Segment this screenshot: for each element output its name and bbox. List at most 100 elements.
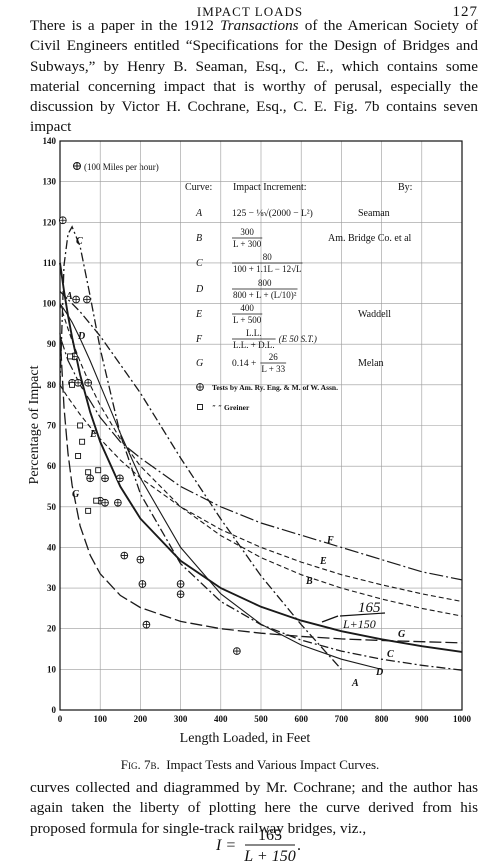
y-tick-label: 70 — [47, 421, 57, 431]
curve — [59, 262, 463, 653]
y-tick-label: 100 — [43, 299, 57, 309]
y-tick-label: 80 — [47, 380, 57, 390]
equation-end: . — [297, 837, 301, 854]
test-point-cross — [143, 621, 150, 629]
test-point-cross — [72, 296, 80, 303]
equation-lhs: I = — [215, 837, 236, 854]
test-point-cross — [74, 379, 82, 387]
curve-label: L+150 — [342, 617, 376, 631]
test-point — [69, 381, 76, 388]
formula-denominator: 100 + 1.1L − 12√L — [233, 264, 302, 274]
test-point-cross — [139, 580, 146, 588]
test-point — [93, 497, 100, 504]
test-point — [79, 438, 86, 445]
table-header: By: — [398, 182, 412, 193]
curve-id: D — [195, 284, 204, 295]
y-tick-label: 60 — [47, 461, 57, 471]
test-point — [197, 404, 203, 410]
curve-id: B — [196, 233, 202, 244]
curve-id: C — [196, 258, 203, 269]
test-point-cross — [101, 474, 109, 482]
annotation: (100 Miles per hour) — [84, 162, 159, 172]
curve-id: A — [195, 208, 203, 219]
page-number: 127 — [452, 4, 478, 20]
curve — [59, 290, 342, 670]
legend-label: Tests by Am. Ry. Eng. & M. of W. Assn. — [212, 383, 338, 392]
table-header: Impact Increment: — [233, 182, 307, 193]
curve-label: 165 — [358, 600, 381, 616]
formula-numerator: 300 — [240, 227, 254, 237]
curve-label: E — [319, 556, 327, 567]
test-point-cross — [114, 499, 122, 507]
y-tick-label: 120 — [43, 217, 57, 227]
test-point — [75, 453, 82, 459]
y-tick-label: 30 — [47, 583, 57, 593]
test-point-cross — [59, 216, 67, 224]
formula-numerator: 80 — [263, 252, 273, 262]
y-tick-label: 10 — [47, 664, 57, 674]
curve-label: C — [76, 236, 83, 247]
curve-label: D — [77, 331, 85, 342]
test-point-cross — [233, 647, 241, 655]
formula-denominator: L + 500 — [233, 315, 262, 325]
test-point-cross — [86, 474, 94, 482]
text: Transactions — [220, 17, 299, 34]
curve-label: G — [398, 629, 406, 640]
table-header: Curve: — [185, 182, 212, 193]
y-tick-label: 110 — [43, 258, 57, 268]
y-axis-title: Percentage of Impact — [27, 365, 42, 484]
formula: 125 − ⅛√(2000 − L²) — [232, 208, 313, 219]
running-title: IMPACT LOADS — [196, 4, 304, 19]
caption-text: Impact Tests and Various Impact Curves. — [166, 757, 380, 772]
plot-frame — [59, 140, 463, 711]
curve — [59, 303, 463, 617]
test-point-cross — [84, 379, 92, 387]
curve-label-bar — [339, 612, 386, 617]
text: of the American Society of Civil Enginee… — [30, 17, 478, 136]
test-point-cross — [196, 383, 204, 391]
curve — [59, 225, 463, 671]
test-point-cross — [101, 499, 109, 507]
test-point — [67, 353, 74, 360]
legend-label: ″ ″ Greiner — [212, 403, 250, 412]
curve-id: G — [196, 358, 203, 369]
curve-id: F — [195, 334, 203, 345]
curve — [59, 335, 463, 581]
curve-label: B — [305, 576, 313, 587]
test-point-cross — [120, 552, 128, 559]
x-tick-label: 400 — [214, 714, 228, 724]
formula-denominator: 800 + L + (L/10)² — [233, 290, 297, 300]
test-point — [85, 469, 92, 476]
curve-label: A — [351, 678, 359, 689]
x-tick-label: 1000 — [453, 714, 472, 724]
paragraph: curves collected and diagrammed by Mr. C… — [30, 779, 478, 837]
curve-id: E — [195, 309, 202, 320]
paragraph: There is a paper in the 1912 Transaction… — [30, 16, 478, 138]
x-tick-label: 100 — [93, 714, 107, 724]
curve-label: D — [375, 667, 383, 678]
text: There is a paper in the 1912 — [30, 17, 221, 34]
formula-numerator: 400 — [240, 303, 254, 313]
test-point — [77, 422, 84, 429]
y-tick-label: 50 — [47, 502, 57, 512]
formula-suffix: (E 50 S.T.) — [279, 334, 317, 344]
formula-prefix: 0.14 + — [232, 359, 256, 369]
curve-label: G — [72, 489, 80, 500]
formula-author: Melan — [358, 358, 384, 369]
test-point-cross — [177, 590, 184, 598]
y-tick-label: 40 — [47, 542, 57, 552]
equation-numerator: 165 — [258, 827, 282, 844]
formula-numerator: 800 — [258, 278, 272, 288]
x-tick-label: 800 — [375, 714, 389, 724]
formula-author: Seaman — [358, 208, 390, 219]
formula-denominator: L + 300 — [233, 239, 262, 249]
formula-denominator: L.L. + D.L. — [233, 340, 275, 350]
test-point-cross — [177, 580, 184, 588]
y-tick-label: 130 — [43, 177, 57, 187]
test-point-cross — [137, 556, 144, 564]
formula-numerator: L.L. — [246, 328, 262, 338]
formula-numerator: 26 — [269, 352, 279, 362]
